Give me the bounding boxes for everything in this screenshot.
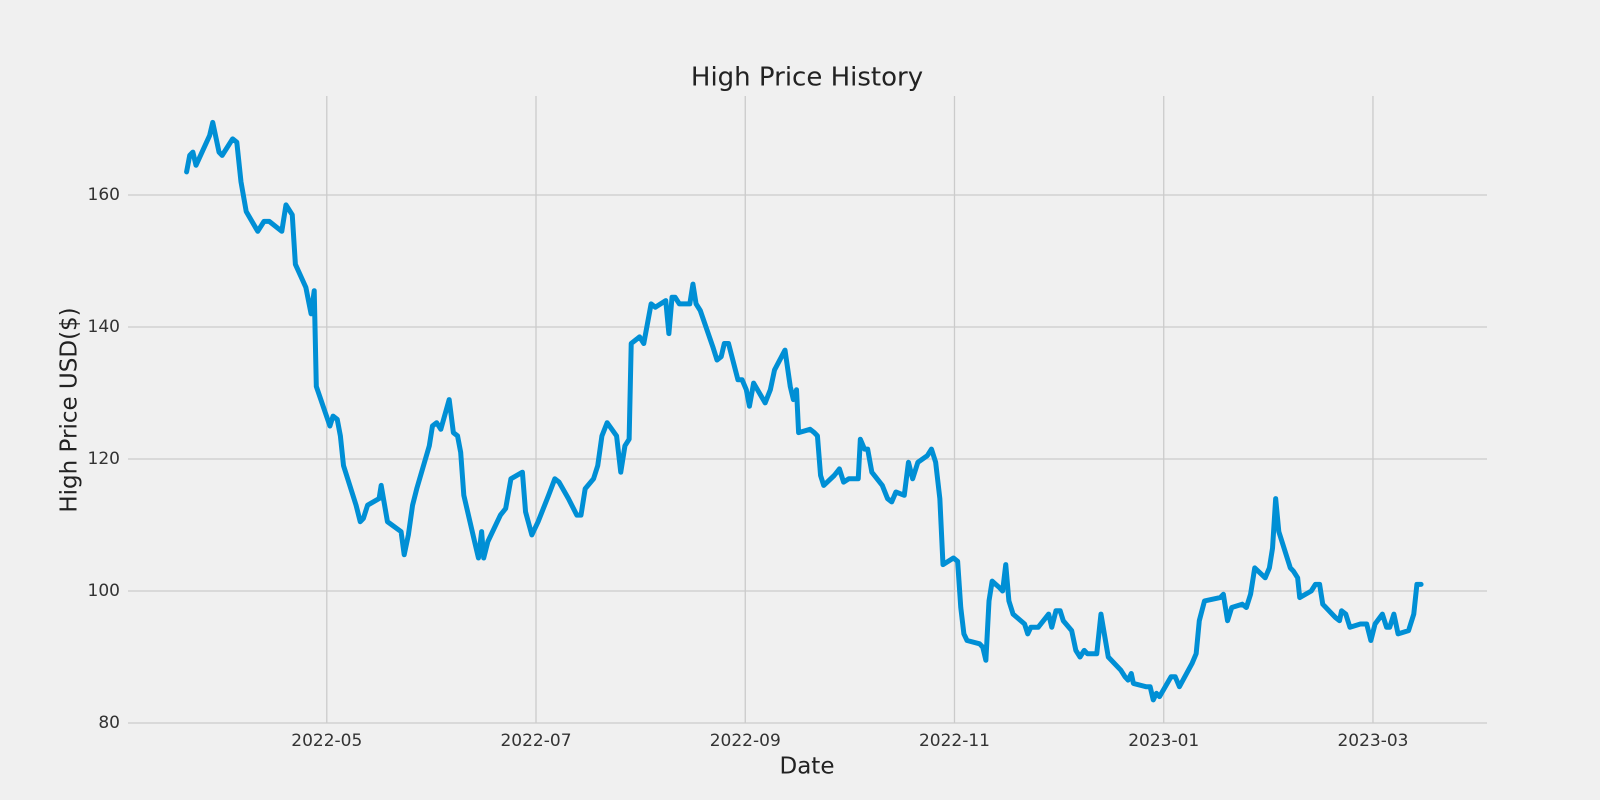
x-tick-label: 2022-09 xyxy=(710,731,781,751)
y-axis-label: High Price USD($) xyxy=(57,307,83,512)
y-tick-label: 80 xyxy=(98,713,120,733)
x-tick-label: 2023-01 xyxy=(1128,731,1199,751)
chart-title: High Price History xyxy=(691,63,923,93)
x-tick-label: 2022-07 xyxy=(500,731,571,751)
x-tick-label: 2022-05 xyxy=(291,731,362,751)
y-tick-label: 120 xyxy=(88,449,120,469)
y-tick-label: 140 xyxy=(88,317,120,337)
x-tick-label: 2022-11 xyxy=(919,731,990,751)
price-line xyxy=(184,119,1424,703)
x-axis-label: Date xyxy=(780,754,835,780)
x-tick-label: 2023-03 xyxy=(1337,731,1408,751)
y-tick-label: 100 xyxy=(88,581,120,601)
y-tick-label: 160 xyxy=(88,185,120,205)
